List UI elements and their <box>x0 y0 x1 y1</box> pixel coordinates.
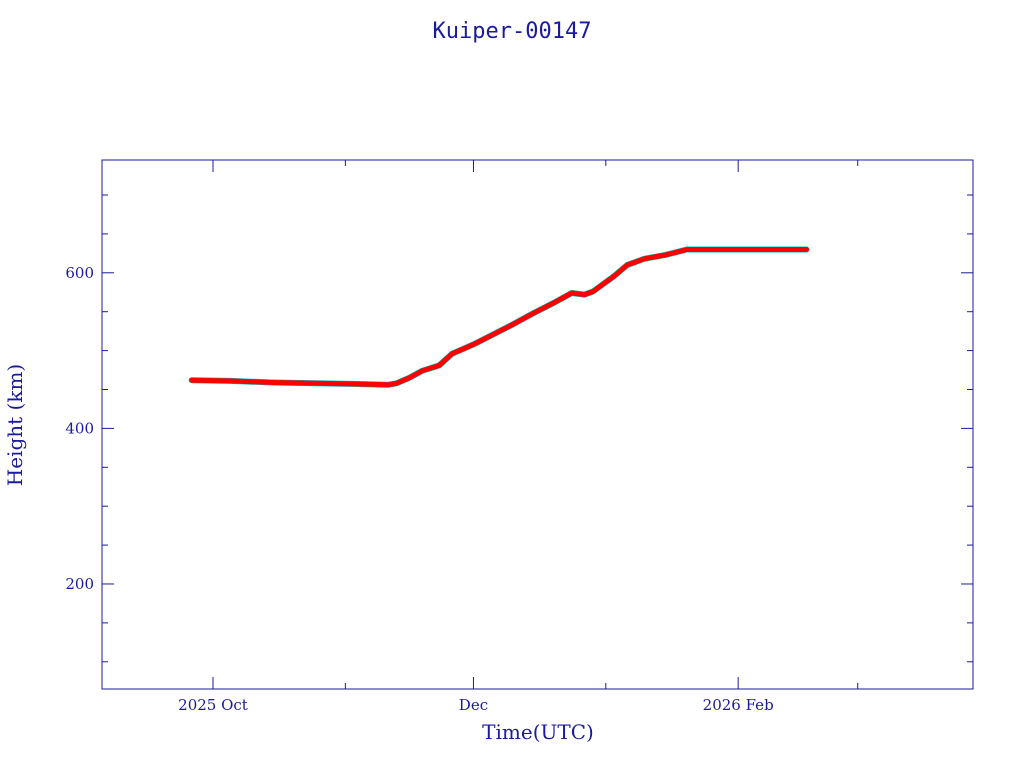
data-point <box>569 290 574 296</box>
data-point <box>270 380 275 385</box>
data-point <box>612 273 617 279</box>
data-point <box>313 381 318 386</box>
data-point <box>706 247 711 252</box>
data-point <box>227 378 233 384</box>
data-point <box>531 311 536 316</box>
data-point <box>437 363 442 368</box>
data-point <box>552 300 557 305</box>
series-halo <box>188 246 810 388</box>
data-point <box>590 289 596 294</box>
data-point <box>449 351 455 356</box>
data-point <box>488 333 493 339</box>
data-point <box>684 247 690 252</box>
data-point <box>663 252 668 258</box>
x-axis-label: Time(UTC) <box>482 720 594 744</box>
y-tick-label: 600 <box>65 264 94 282</box>
y-tick-label: 200 <box>65 575 94 593</box>
data-point <box>355 381 361 387</box>
data-point <box>582 292 587 297</box>
data-point <box>624 262 630 268</box>
data-point <box>650 255 655 260</box>
x-tick-label: 2026 Feb <box>703 696 774 714</box>
data-point <box>804 247 809 252</box>
data-point <box>509 322 515 328</box>
y-axis-label: Height (km) <box>3 364 27 486</box>
data-point <box>394 381 399 386</box>
series-line <box>189 247 809 388</box>
data-point <box>385 382 391 388</box>
plot-frame <box>101 159 974 690</box>
data-point <box>753 247 758 252</box>
y-axis: 200 400 600 <box>65 194 973 663</box>
x-axis: 2025 Oct Dec 2026 Feb <box>178 160 859 714</box>
data-point <box>642 256 647 261</box>
data-point <box>407 375 412 381</box>
x-tick-label: Dec <box>459 696 488 714</box>
data-point <box>189 377 194 383</box>
chart-title: Kuiper-00147 <box>433 19 592 44</box>
y-tick-label: 400 <box>65 419 94 437</box>
series-group <box>188 246 810 388</box>
data-point <box>420 368 425 374</box>
x-tick-label: 2025 Oct <box>178 696 248 714</box>
data-point <box>471 342 476 347</box>
